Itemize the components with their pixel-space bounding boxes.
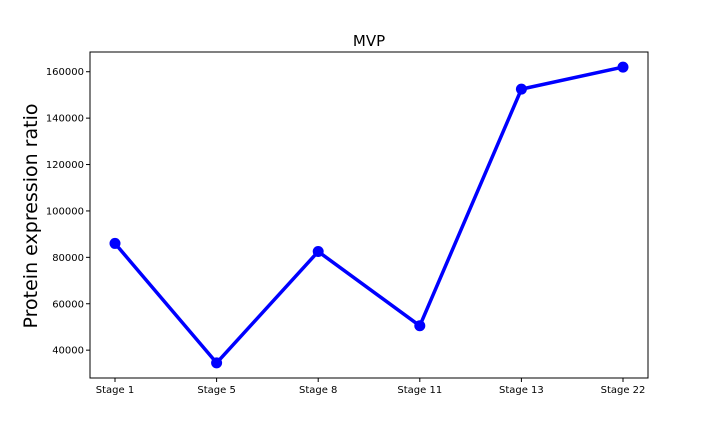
x-tick-label: Stage 11 (397, 385, 442, 396)
y-tick-label: 100000 (46, 206, 84, 217)
y-tick-label: 160000 (46, 67, 84, 78)
series-layer (109, 61, 629, 369)
x-tick-label: Stage 22 (601, 385, 646, 396)
y-tick-label: 140000 (46, 114, 84, 125)
x-axis: Stage 1 Stage 5 Stage 8 Stage 11 Stage 13 Sta… (96, 378, 646, 396)
data-point (617, 61, 629, 73)
x-tick-label: Stage 8 (299, 385, 337, 396)
y-tick-label: 80000 (52, 253, 84, 264)
data-point (312, 246, 324, 258)
y-tick-label: 40000 (52, 346, 84, 357)
plot-frame (89, 51, 649, 379)
x-tick-label: Stage 13 (499, 385, 544, 396)
chart-title: MVP (353, 32, 385, 50)
y-tick-label: 60000 (52, 299, 84, 310)
data-point (211, 357, 223, 369)
data-point (414, 320, 426, 332)
y-axis-label: Protein expression ratio (20, 104, 42, 329)
x-tick-label: Stage 1 (96, 385, 134, 396)
x-tick-label: Stage 5 (197, 385, 235, 396)
y-tick-label: 120000 (46, 160, 84, 171)
y-axis: 40000 60000 80000 100000 120000 140000 160000 (46, 67, 90, 357)
data-point (515, 83, 527, 95)
series-line (113, 65, 624, 365)
data-point (109, 237, 121, 249)
